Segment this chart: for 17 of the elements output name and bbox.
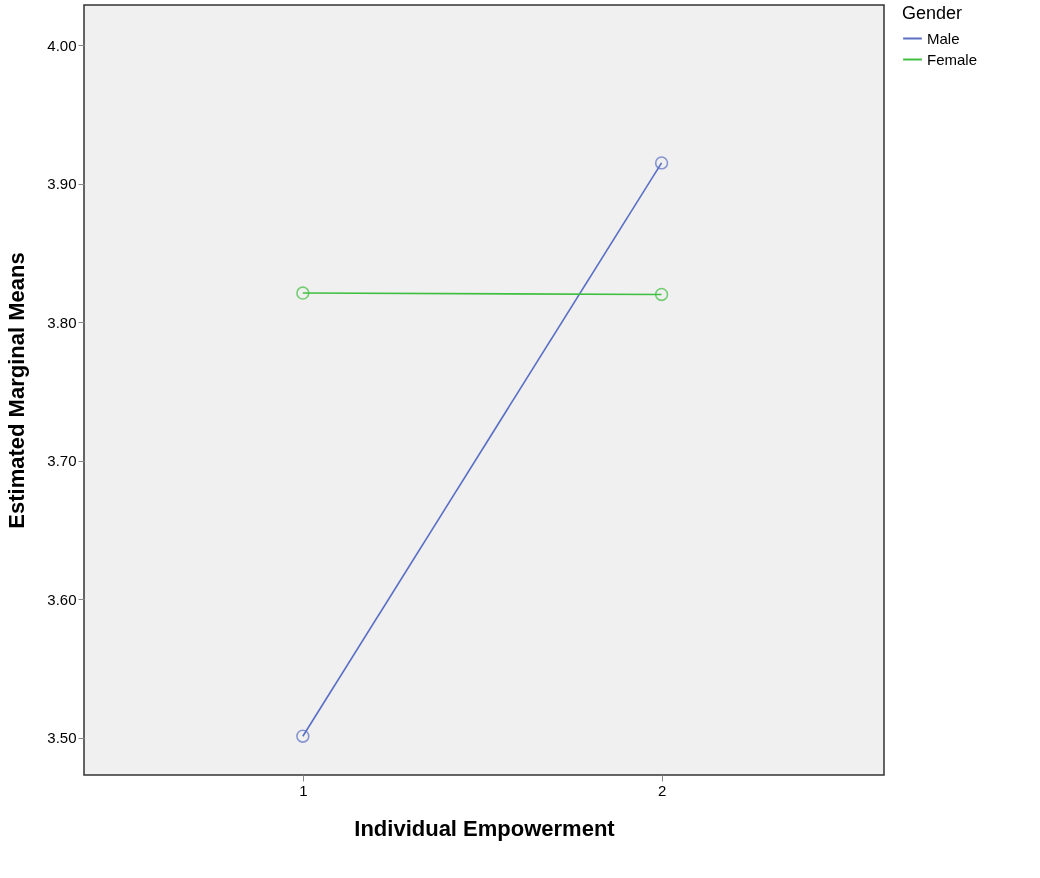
x-axis-title: Individual Empowerment: [354, 815, 616, 841]
y-tick-label: 3.80: [47, 313, 77, 331]
y-tick-label: 3.60: [47, 590, 77, 608]
y-tick-label: 3.90: [47, 175, 77, 193]
y-tick-label: 3.70: [47, 452, 77, 470]
legend-title: Gender: [902, 3, 963, 23]
y-tick-label: 3.50: [47, 729, 77, 747]
point: [654, 156, 669, 170]
point: [296, 286, 310, 300]
point: [296, 729, 310, 743]
legend-label: Female: [927, 50, 978, 68]
x-tick-label: 1: [299, 781, 308, 799]
y-tick-label: 4.00: [47, 36, 77, 54]
legend-label: Male: [927, 29, 960, 47]
y-axis-title: Estimated Marginal Means: [4, 252, 30, 529]
x-tick-label: 2: [657, 781, 667, 799]
point: [654, 287, 669, 302]
